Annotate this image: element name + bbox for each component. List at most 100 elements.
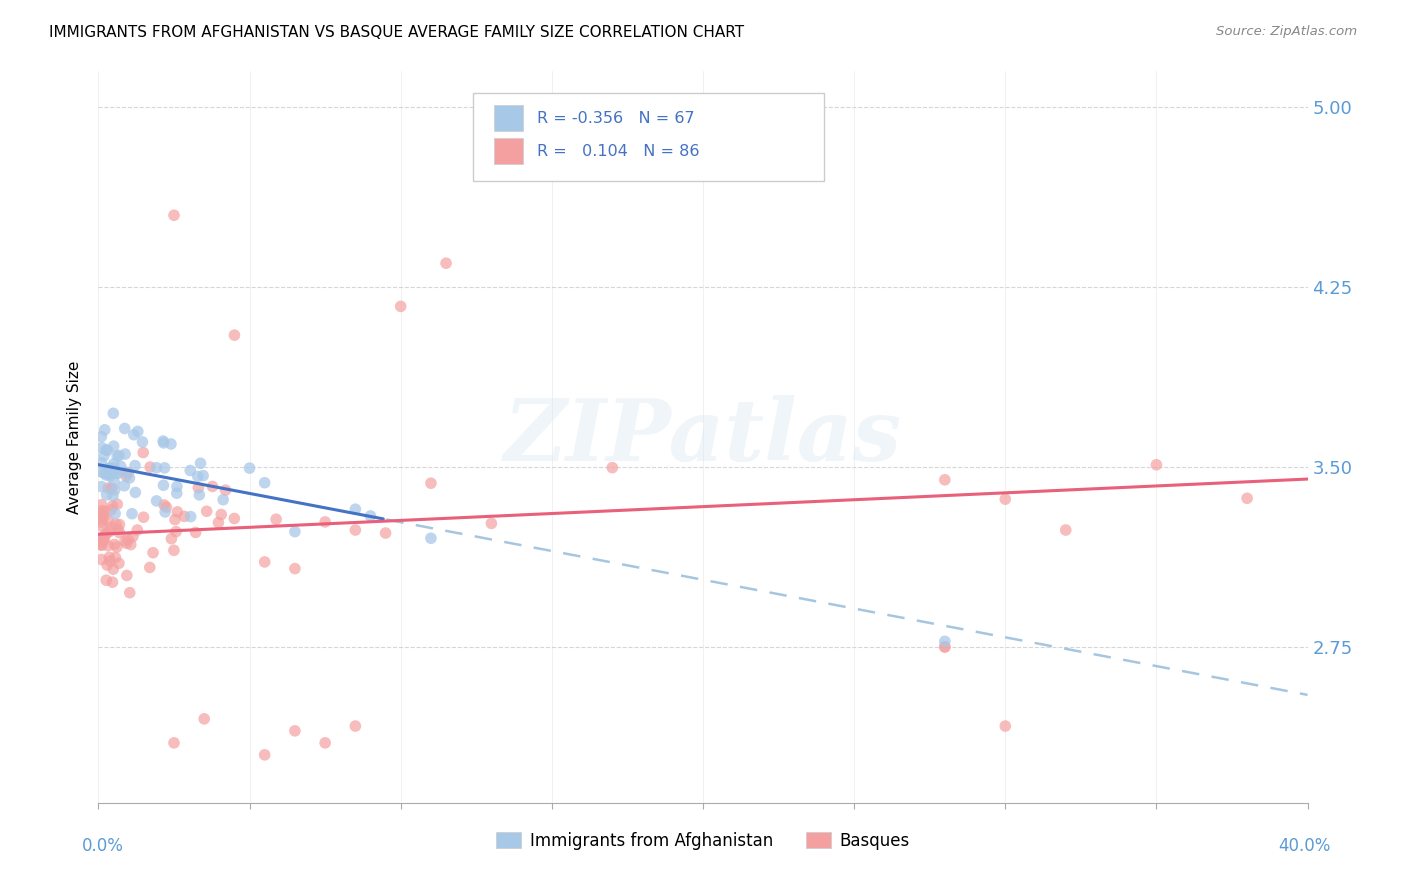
Point <box>122 427 145 442</box>
Point <box>90 429 112 443</box>
Point <box>284 561 307 575</box>
Point <box>114 533 136 548</box>
Point <box>153 498 176 512</box>
Point <box>166 479 188 493</box>
Point <box>104 517 127 532</box>
Point <box>107 467 129 481</box>
Point <box>108 525 131 540</box>
Bar <box>494 105 523 131</box>
Point <box>96 558 118 572</box>
Point <box>91 512 114 526</box>
Point <box>94 467 117 482</box>
Point <box>101 460 124 475</box>
Point <box>934 640 956 654</box>
Point <box>121 529 143 543</box>
Point <box>152 478 174 492</box>
Point <box>1236 491 1258 506</box>
Point <box>108 449 131 463</box>
Text: IMMIGRANTS FROM AFGHANISTAN VS BASQUE AVERAGE FAMILY SIZE CORRELATION CHART: IMMIGRANTS FROM AFGHANISTAN VS BASQUE AV… <box>49 25 744 40</box>
Point <box>163 208 186 222</box>
Point <box>994 492 1017 507</box>
Point <box>209 508 232 522</box>
Point <box>108 517 131 532</box>
Point <box>103 457 125 471</box>
Point <box>344 719 367 733</box>
Point <box>163 543 186 558</box>
Point <box>184 525 207 540</box>
Text: 40.0%: 40.0% <box>1278 837 1331 855</box>
Point <box>139 460 162 475</box>
Point <box>165 524 187 539</box>
Point <box>142 546 165 560</box>
Point <box>284 723 307 738</box>
Point <box>90 531 112 545</box>
Point <box>253 747 276 762</box>
Point <box>180 509 202 524</box>
Point <box>94 423 117 437</box>
Point <box>314 736 336 750</box>
Point <box>115 568 138 582</box>
Point <box>224 511 246 525</box>
Point <box>90 538 112 552</box>
Point <box>173 509 195 524</box>
Point <box>115 469 138 483</box>
Point <box>195 504 218 518</box>
Point <box>90 536 112 550</box>
Point <box>131 434 153 449</box>
Point <box>120 538 142 552</box>
Point <box>187 481 209 495</box>
Point <box>314 515 336 529</box>
Point <box>103 537 125 551</box>
Point <box>153 505 176 519</box>
Point <box>114 447 136 461</box>
Point <box>103 475 125 489</box>
Point <box>994 719 1017 733</box>
Point <box>155 500 177 515</box>
Point <box>934 640 956 654</box>
Point <box>90 465 112 479</box>
Point <box>96 443 118 458</box>
Point <box>97 461 120 475</box>
Point <box>166 505 188 519</box>
Point <box>1054 523 1077 537</box>
Point <box>145 460 167 475</box>
Point <box>103 562 125 576</box>
Point <box>934 473 956 487</box>
Point <box>101 575 124 590</box>
Point <box>191 468 214 483</box>
Point <box>98 467 121 481</box>
Point <box>201 479 224 493</box>
Point <box>160 437 183 451</box>
Point <box>163 512 186 526</box>
Text: R =   0.104   N = 86: R = 0.104 N = 86 <box>537 144 700 159</box>
Point <box>101 481 124 495</box>
Point <box>114 421 136 435</box>
Point <box>93 533 115 548</box>
Point <box>98 554 121 568</box>
Point <box>90 441 112 455</box>
Point <box>118 471 141 485</box>
Point <box>104 550 127 565</box>
Point <box>420 476 443 491</box>
Point <box>96 488 118 502</box>
Point <box>374 526 396 541</box>
Point <box>94 528 117 542</box>
Point <box>108 556 131 570</box>
Point <box>152 434 174 448</box>
Point <box>104 463 127 477</box>
Point <box>117 533 139 547</box>
Point <box>187 469 209 483</box>
Point <box>93 531 115 545</box>
Text: 0.0%: 0.0% <box>82 837 124 855</box>
Legend: Immigrants from Afghanistan, Basques: Immigrants from Afghanistan, Basques <box>489 825 917 856</box>
Text: Source: ZipAtlas.com: Source: ZipAtlas.com <box>1216 25 1357 38</box>
Point <box>389 299 412 313</box>
Point <box>188 488 211 502</box>
Point <box>344 523 367 537</box>
Point <box>104 507 127 521</box>
Point <box>103 406 125 420</box>
Point <box>105 540 128 554</box>
Point <box>212 492 235 507</box>
Point <box>190 456 212 470</box>
Point <box>117 466 139 480</box>
